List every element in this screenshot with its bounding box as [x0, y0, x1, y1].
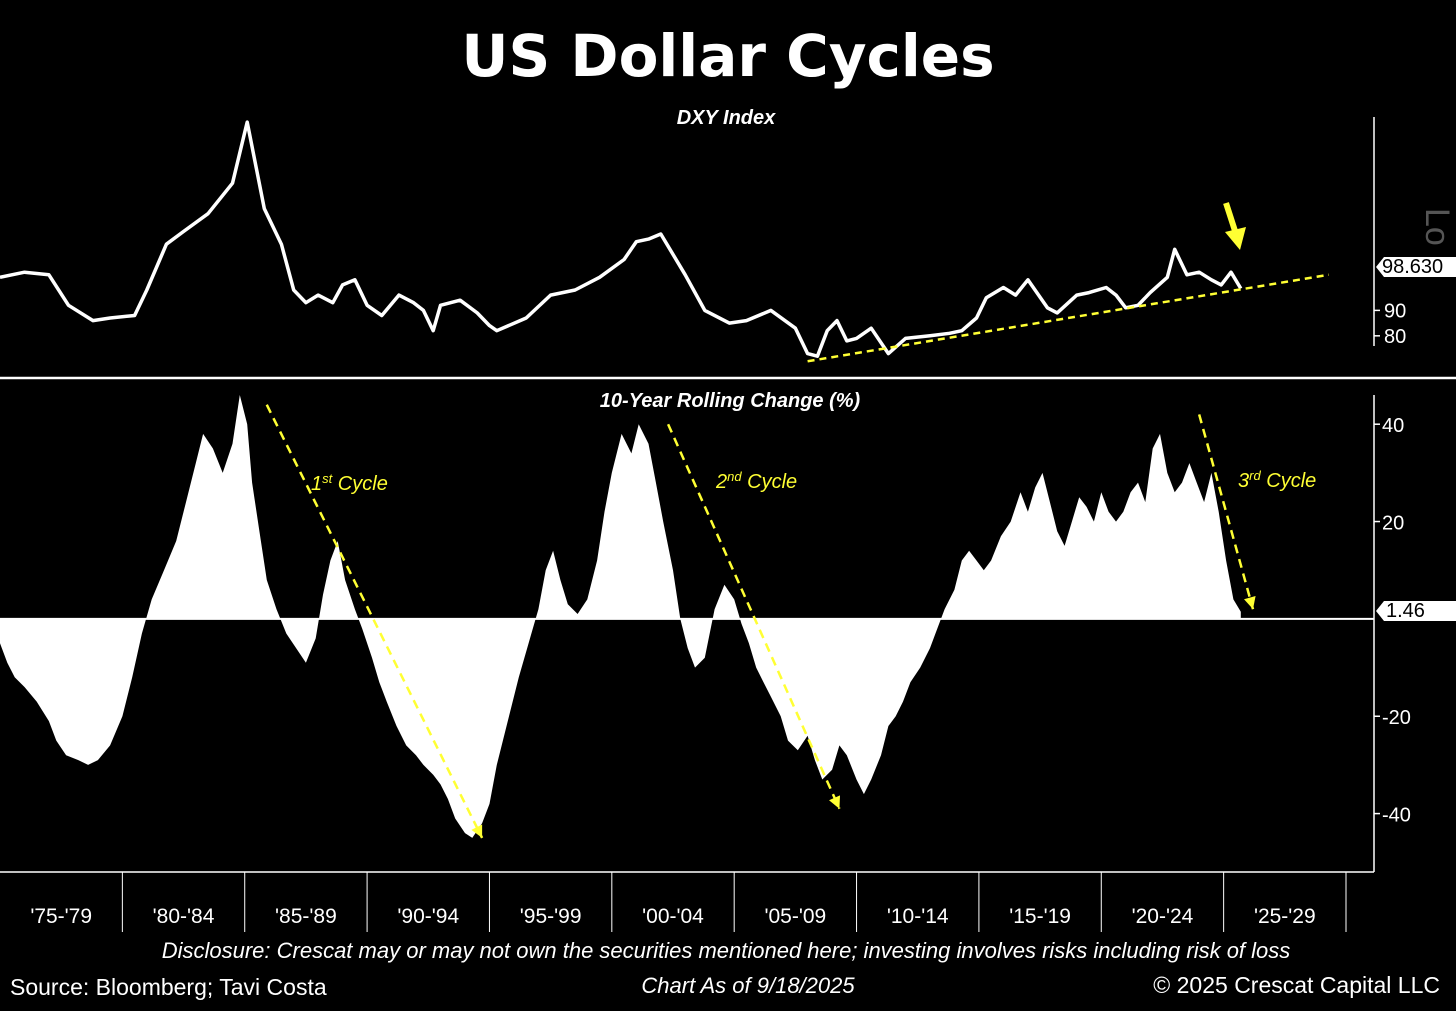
dxy-trendline	[807, 273, 1330, 363]
source-text: Source: Bloomberg; Tavi Costa	[10, 974, 327, 1000]
svg-text:1.46: 1.46	[1386, 600, 1425, 622]
cycle-arrowhead-icon	[829, 795, 841, 809]
bottom-last-value-badge: 1.46	[1376, 600, 1456, 622]
cycle-label: 1st Cycle	[311, 471, 388, 496]
cycle-label: 3rd Cycle	[1238, 468, 1316, 493]
top-last-value-badge: 98.630	[1376, 256, 1456, 278]
top-panel-subtitle: DXY Index	[677, 107, 776, 129]
chart-title: US Dollar Cycles	[461, 22, 994, 90]
x-tick-label: '00-'04	[642, 905, 704, 928]
cycle-arrowhead-icon	[471, 824, 483, 838]
cycle-arrow-line	[265, 404, 484, 839]
bottom-y-tick-label: -40	[1382, 805, 1411, 827]
cycle-label: 2nd Cycle	[715, 469, 797, 494]
x-tick-label: '95-'99	[520, 905, 582, 928]
lo-axis-tag: Lo	[1418, 208, 1456, 246]
svg-text:98.630: 98.630	[1382, 256, 1443, 278]
x-tick-label: '75-'79	[30, 905, 92, 928]
copyright-text: © 2025 Crescat Capital LLC	[1153, 972, 1440, 998]
bottom-y-tick-label: -20	[1382, 707, 1411, 729]
down-arrow-icon	[1223, 202, 1246, 250]
disclosure-text: Disclosure: Crescat may or may not own t…	[162, 938, 1291, 963]
top-y-tick-label: 80	[1384, 326, 1406, 348]
cycle-arrow-line	[666, 423, 841, 810]
x-tick-label: '10-'14	[887, 905, 949, 928]
rolling-change-area	[0, 395, 1241, 838]
cycle-arrowhead-icon	[1244, 595, 1256, 610]
cycle-arrow-line	[1197, 414, 1255, 610]
chart-date-text: Chart As of 9/18/2025	[641, 973, 855, 998]
dxy-series-line	[0, 120, 1243, 358]
dxy-panel	[0, 120, 1330, 363]
x-tick-label: '80-'84	[153, 905, 215, 928]
bottom-y-tick-label: 20	[1382, 513, 1404, 535]
bottom-y-tick-label: 40	[1382, 415, 1404, 437]
x-tick-label: '15-'19	[1009, 905, 1071, 928]
rolling-change-panel: 1st Cycle 2nd Cycle 3rd Cycle	[0, 395, 1374, 839]
top-y-tick-label: 90	[1384, 300, 1406, 322]
x-tick-label: '85-'89	[275, 905, 337, 928]
bottom-panel-subtitle: 10-Year Rolling Change (%)	[600, 390, 861, 412]
x-tick-label: '20-'24	[1132, 905, 1194, 928]
x-tick-label: '25-'29	[1254, 905, 1316, 928]
x-tick-label: '90-'94	[397, 905, 459, 928]
x-tick-label: '05-'09	[764, 905, 826, 928]
